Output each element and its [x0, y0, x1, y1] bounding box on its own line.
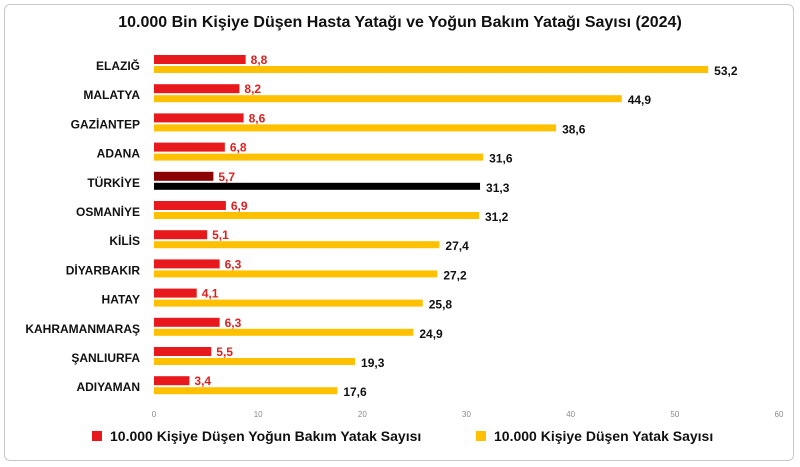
data-label-icu: 6,3	[225, 316, 242, 330]
bar-icu	[154, 84, 240, 94]
category-label: ELAZIĞ	[96, 58, 140, 73]
data-label-beds: 44,9	[628, 93, 652, 107]
legend-item-beds: 10.000 Kişiye Düşen Yatak Sayısı	[476, 428, 713, 444]
bar-icu	[154, 288, 197, 298]
bar-beds	[154, 328, 414, 336]
data-label-beds: 27,4	[445, 239, 469, 253]
data-label-beds: 53,2	[714, 64, 738, 78]
bar-icu	[154, 376, 190, 386]
data-label-icu: 8,2	[244, 82, 261, 96]
chart-title: 10.000 Bin Kişiye Düşen Hasta Yatağı ve …	[118, 14, 682, 31]
data-label-beds: 31,3	[486, 181, 510, 195]
data-label-beds: 24,9	[419, 327, 443, 341]
data-label-beds: 19,3	[361, 356, 385, 370]
legend: 10.000 Kişiye Düşen Yoğun Bakım Yatak Sa…	[0, 428, 800, 450]
bar-beds	[154, 241, 440, 249]
x-tick-label: 0	[152, 410, 157, 419]
category-label: KAHRAMANMARAŞ	[25, 322, 140, 336]
x-tick-label: 40	[566, 410, 575, 419]
data-label-icu: 4,1	[202, 287, 219, 301]
chart-frame	[4, 4, 794, 461]
category-label: OSMANİYE	[76, 204, 140, 219]
data-label-icu: 6,3	[225, 257, 242, 271]
legend-swatch-icu	[92, 431, 102, 441]
bar-icu	[154, 171, 214, 181]
category-label: GAZİANTEP	[71, 116, 140, 131]
data-label-icu: 8,8	[251, 53, 268, 67]
bar-beds	[154, 212, 479, 219]
bar-icu	[154, 113, 244, 123]
x-tick-label: 60	[775, 410, 784, 419]
legend-label-icu: 10.000 Kişiye Düşen Yoğun Bakım Yatak Sa…	[110, 428, 422, 444]
x-tick-label: 10	[254, 410, 263, 419]
x-tick-label: 30	[462, 410, 471, 419]
bar-beds	[154, 95, 622, 103]
category-label: DİYARBAKIR	[66, 262, 141, 277]
legend-item-icu: 10.000 Kişiye Düşen Yoğun Bakım Yatak Sa…	[92, 428, 421, 444]
legend-label-beds: 10.000 Kişiye Düşen Yatak Sayısı	[494, 428, 714, 444]
bar-beds	[154, 358, 356, 365]
category-label: MALATYA	[83, 88, 140, 102]
bar-icu	[154, 230, 208, 240]
category-label: ADANA	[97, 147, 141, 161]
data-label-beds: 25,8	[429, 298, 453, 312]
data-label-beds: 31,6	[489, 152, 513, 166]
category-label: ADIYAMAN	[76, 380, 140, 394]
bar-beds	[154, 153, 484, 161]
bar-beds	[154, 182, 481, 190]
bar-icu	[154, 317, 220, 327]
bar-beds	[154, 387, 338, 395]
bar-icu	[154, 142, 225, 152]
x-tick-label: 20	[358, 410, 367, 419]
data-label-beds: 31,2	[485, 210, 509, 224]
data-label-icu: 3,4	[194, 374, 211, 388]
data-label-icu: 6,9	[231, 199, 248, 213]
bar-icu	[154, 259, 220, 269]
bar-icu	[154, 201, 226, 210]
category-label: TÜRKİYE	[87, 175, 140, 190]
category-label: KİLİS	[109, 233, 140, 248]
data-label-icu: 5,1	[212, 228, 229, 242]
data-label-icu: 8,6	[249, 111, 266, 125]
data-label-icu: 6,8	[230, 141, 247, 155]
bar-beds	[154, 66, 709, 73]
data-label-beds: 27,2	[443, 268, 467, 282]
data-label-beds: 38,6	[562, 122, 586, 136]
bar-icu	[154, 55, 246, 64]
bar-beds	[154, 270, 438, 278]
category-label: ŞANLIURFA	[71, 351, 140, 365]
legend-swatch-beds	[476, 431, 486, 441]
data-label-icu: 5,7	[218, 170, 235, 184]
category-label: HATAY	[102, 293, 140, 307]
data-label-icu: 5,5	[216, 345, 233, 359]
bar-beds	[154, 299, 423, 307]
data-label-beds: 17,6	[343, 385, 367, 399]
bar-icu	[154, 347, 212, 356]
bar-beds	[154, 124, 557, 132]
x-tick-label: 50	[670, 410, 679, 419]
